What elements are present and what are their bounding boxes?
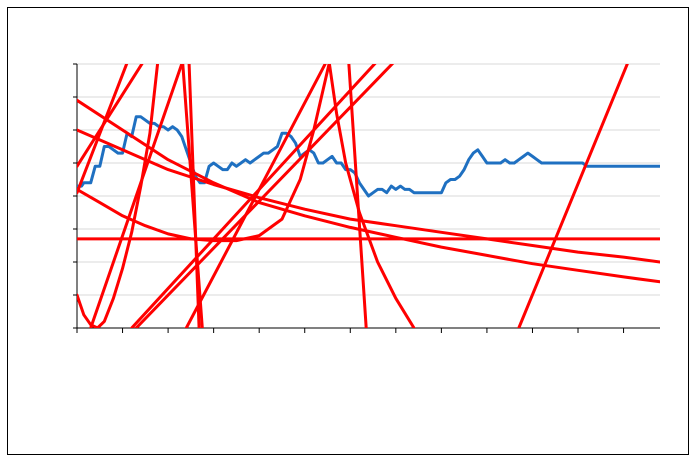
chart-svg [73,63,660,333]
trendline-4 [130,64,377,328]
trendline-7 [187,64,201,328]
series-layer [77,115,660,198]
trendline-9 [517,64,629,328]
trendline-14 [327,64,416,328]
series-line-0 [77,115,660,198]
trendline-2 [89,64,184,328]
gridlines [77,63,660,296]
axes [73,63,660,333]
trendline-12 [77,128,660,264]
trendline-11 [77,98,660,284]
trendline-6 [181,64,204,328]
trendline-8 [347,64,368,328]
trendline-1 [77,64,144,168]
trendline-13 [77,64,331,243]
trendline-15 [77,64,160,328]
trendline-5 [134,64,395,328]
trendline-layer [77,64,660,328]
chart-frame [7,7,689,455]
